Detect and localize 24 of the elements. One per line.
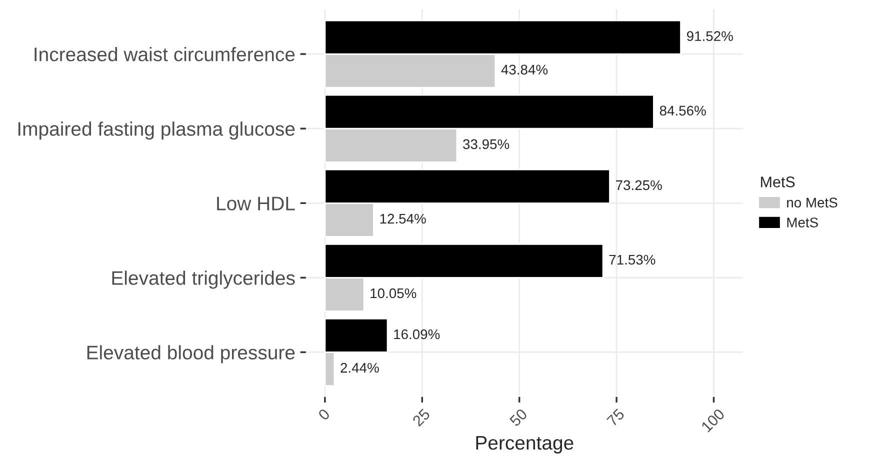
data-label: 10.05%: [370, 288, 416, 298]
data-label: 91.52%: [686, 31, 733, 42]
data-label: 16.09%: [394, 329, 440, 340]
data-label: 2.44%: [340, 362, 379, 373]
data-label: 84.56%: [660, 106, 706, 116]
data-label: 73.25%: [616, 180, 662, 190]
legend-label: MetS: [787, 218, 818, 228]
data-label: 71.53%: [609, 254, 656, 265]
y-tick-label: Low HDL: [217, 196, 295, 210]
y-tick-label: Increased waist circumference: [34, 47, 295, 62]
x-tick-label: 25: [412, 408, 431, 427]
x-tick-label: 0: [318, 408, 330, 421]
y-tick-label: Elevated triglycerides: [112, 270, 295, 289]
data-label: 12.54%: [380, 214, 426, 224]
x-tick-label: 100: [700, 408, 726, 432]
x-axis-title: Percentage: [476, 436, 574, 454]
y-tick-label: Elevated blood pressure: [87, 345, 295, 364]
legend-label: no MetS: [787, 198, 838, 208]
data-label: 33.95%: [463, 139, 510, 150]
data-label: 43.84%: [501, 64, 548, 75]
legend-title: MetS: [761, 176, 795, 188]
x-tick-label: 75: [606, 408, 625, 427]
x-tick-label: 50: [509, 408, 528, 427]
y-tick-label: Impaired fasting plasma glucose: [18, 122, 295, 140]
